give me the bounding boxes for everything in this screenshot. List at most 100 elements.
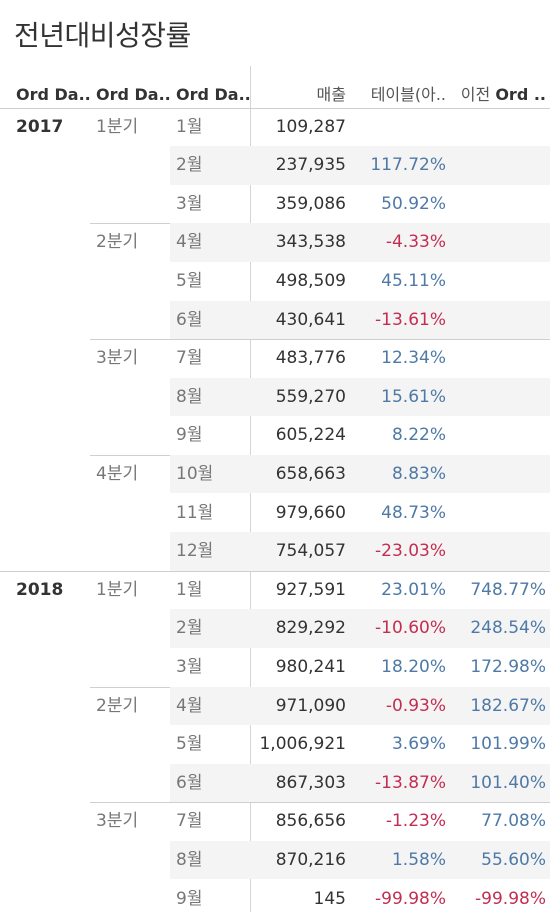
sales-value[interactable]: 980,241 (276, 657, 346, 677)
sales-value[interactable]: 754,057 (276, 541, 346, 561)
table-row[interactable] (170, 301, 550, 340)
sales-value[interactable]: 498,509 (276, 271, 346, 291)
quarter-label[interactable]: 3분기 (96, 811, 138, 831)
month-label[interactable]: 3월 (176, 657, 202, 677)
sales-value[interactable]: 927,591 (276, 580, 346, 600)
quarter-label[interactable]: 2분기 (96, 232, 138, 252)
month-label[interactable]: 6월 (176, 310, 202, 330)
header-order-date-month[interactable]: Ord Da.. (176, 84, 251, 106)
sales-value[interactable]: 979,660 (276, 503, 346, 523)
worksheet-title: 전년대비성장률 (14, 14, 191, 54)
table-row[interactable] (170, 262, 550, 301)
table-row[interactable] (170, 146, 550, 185)
table-row[interactable] (170, 223, 550, 262)
table-row[interactable] (170, 532, 550, 571)
header-prior-order[interactable]: 이전 Ord .. (461, 84, 546, 106)
sales-value[interactable]: 145 (314, 889, 346, 909)
growth-value[interactable]: -99.98% (375, 889, 446, 909)
header-prior-prefix: 이전 (461, 85, 496, 104)
growth-value[interactable]: 50.92% (381, 194, 446, 214)
month-label[interactable]: 8월 (176, 387, 202, 407)
prior-growth-value[interactable]: 748.77% (470, 580, 546, 600)
month-label[interactable]: 4월 (176, 696, 202, 716)
sales-value[interactable]: 605,224 (276, 425, 346, 445)
month-label[interactable]: 5월 (176, 271, 202, 291)
header-order-date-quarter[interactable]: Ord Da.. (96, 84, 171, 106)
prior-growth-value[interactable]: 101.40% (470, 773, 546, 793)
prior-growth-value[interactable]: 172.98% (470, 657, 546, 677)
quarter-label[interactable]: 4분기 (96, 464, 138, 484)
sales-value[interactable]: 829,292 (276, 618, 346, 638)
growth-value[interactable]: 12.34% (381, 348, 446, 368)
sales-value[interactable]: 343,538 (276, 232, 346, 252)
quarter-label[interactable]: 1분기 (96, 580, 138, 600)
growth-value[interactable]: -13.87% (375, 773, 446, 793)
month-label[interactable]: 5월 (176, 734, 202, 754)
prior-growth-value[interactable]: -99.98% (475, 889, 546, 909)
month-label[interactable]: 9월 (176, 889, 202, 909)
month-label[interactable]: 2월 (176, 155, 202, 175)
growth-value[interactable]: 8.83% (392, 464, 446, 484)
header-sales[interactable]: 매출 (317, 84, 346, 106)
table-row[interactable] (170, 339, 550, 378)
sales-value[interactable]: 483,776 (276, 348, 346, 368)
sales-value[interactable]: 430,641 (276, 310, 346, 330)
month-label[interactable]: 1월 (176, 580, 202, 600)
growth-value[interactable]: 15.61% (381, 387, 446, 407)
sales-value[interactable]: 658,663 (276, 464, 346, 484)
month-label[interactable]: 7월 (176, 811, 202, 831)
month-label[interactable]: 2월 (176, 618, 202, 638)
growth-value[interactable]: 45.11% (381, 271, 446, 291)
month-label[interactable]: 8월 (176, 850, 202, 870)
growth-value[interactable]: -1.23% (386, 811, 446, 831)
header-order-date-year[interactable]: Ord Da.. (16, 84, 91, 106)
growth-value[interactable]: 23.01% (381, 580, 446, 600)
sales-value[interactable]: 867,303 (276, 773, 346, 793)
quarter-label[interactable]: 3분기 (96, 348, 138, 368)
sales-value[interactable]: 971,090 (276, 696, 346, 716)
table-row[interactable] (170, 455, 550, 494)
quarter-label[interactable]: 2분기 (96, 696, 138, 716)
table-row[interactable] (170, 185, 550, 224)
quarter-label[interactable]: 1분기 (96, 117, 138, 137)
month-label[interactable]: 1월 (176, 117, 202, 137)
sales-value[interactable]: 1,006,921 (259, 734, 346, 754)
growth-value[interactable]: -4.33% (386, 232, 446, 252)
prior-growth-value[interactable]: 248.54% (470, 618, 546, 638)
table-row[interactable] (170, 416, 550, 455)
month-label[interactable]: 4월 (176, 232, 202, 252)
growth-value[interactable]: 117.72% (370, 155, 446, 175)
growth-value[interactable]: 3.69% (392, 734, 446, 754)
growth-value[interactable]: -23.03% (375, 541, 446, 561)
month-label[interactable]: 6월 (176, 773, 202, 793)
growth-value[interactable]: -10.60% (375, 618, 446, 638)
prior-growth-value[interactable]: 101.99% (470, 734, 546, 754)
year-label[interactable]: 2017 (16, 117, 63, 137)
growth-value[interactable]: 1.58% (392, 850, 446, 870)
year-label[interactable]: 2018 (16, 580, 63, 600)
header-table-calc[interactable]: 테이블(아.. (371, 84, 446, 106)
prior-growth-value[interactable]: 182.67% (470, 696, 546, 716)
sales-value[interactable]: 237,935 (276, 155, 346, 175)
month-label[interactable]: 11월 (176, 503, 213, 523)
growth-value[interactable]: -0.93% (386, 696, 446, 716)
month-label[interactable]: 10월 (176, 464, 213, 484)
sales-value[interactable]: 359,086 (276, 194, 346, 214)
month-label[interactable]: 7월 (176, 348, 202, 368)
growth-value[interactable]: -13.61% (375, 310, 446, 330)
prior-growth-value[interactable]: 55.60% (481, 850, 546, 870)
growth-value[interactable]: 8.22% (392, 425, 446, 445)
table-row[interactable] (170, 378, 550, 417)
table-row[interactable] (170, 108, 550, 147)
sales-value[interactable]: 870,216 (276, 850, 346, 870)
sales-value[interactable]: 109,287 (276, 117, 346, 137)
table-row[interactable] (170, 494, 550, 533)
sales-value[interactable]: 856,656 (276, 811, 346, 831)
month-label[interactable]: 9월 (176, 425, 202, 445)
growth-value[interactable]: 48.73% (381, 503, 446, 523)
sales-value[interactable]: 559,270 (276, 387, 346, 407)
prior-growth-value[interactable]: 77.08% (481, 811, 546, 831)
month-label[interactable]: 3월 (176, 194, 202, 214)
growth-value[interactable]: 18.20% (381, 657, 446, 677)
month-label[interactable]: 12월 (176, 541, 213, 561)
